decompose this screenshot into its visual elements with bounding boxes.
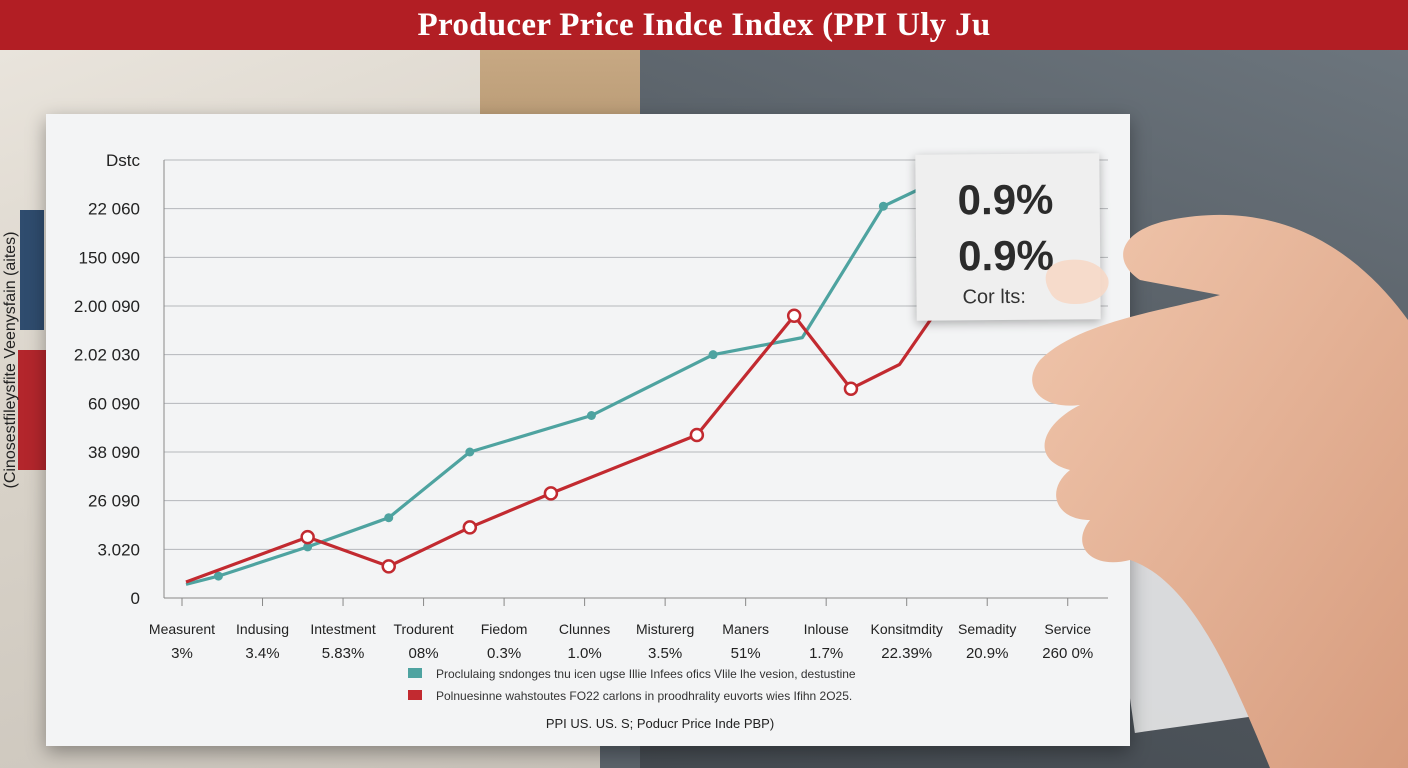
side-axis-label: (Cinosestfileysfite Veenysfain (aites): [2, 231, 19, 489]
series-line-2: [185, 234, 991, 584]
series-point-red: [462, 520, 478, 535]
y-tick-label: 60 090: [88, 394, 140, 413]
source-note: PPI US. US. S; Poducr Price Inde PBP): [546, 716, 774, 731]
x-category-value: 22.39%: [881, 645, 932, 662]
legend-swatch: [408, 690, 422, 700]
y-tick-label: Dstc: [106, 151, 141, 170]
x-category-value: 20.9%: [966, 645, 1009, 662]
y-tick-label: 26 090: [88, 492, 140, 511]
series-point-red: [381, 559, 396, 574]
x-category-label: Trodurent: [393, 621, 453, 637]
x-category-label: Indusing: [236, 621, 289, 637]
series-point-teal: [708, 350, 718, 360]
x-category-label: Semadity: [958, 621, 1016, 637]
x-category-label: Service: [1044, 621, 1091, 637]
x-category-label: Misturerg: [636, 621, 694, 637]
series-point-red: [786, 308, 802, 323]
x-category-label: Konsitmdity: [871, 621, 943, 637]
x-category-label: Fiedom: [481, 621, 528, 637]
x-category-value: 3.5%: [648, 645, 682, 662]
series-point-red: [689, 427, 705, 443]
x-category-value: 5.83%: [322, 645, 365, 662]
series-point-teal: [384, 513, 394, 523]
x-category-value: 1.0%: [568, 645, 602, 662]
hand-image: [1032, 214, 1408, 768]
series-point-teal: [465, 447, 475, 457]
page-title: Producer Price Indce Index (PPI Uly Ju: [417, 6, 991, 43]
y-tick-label: 2.02 030: [74, 346, 140, 365]
series-line-1: [185, 158, 982, 586]
y-tick-label: 22 060: [88, 200, 140, 219]
y-tick-label: 38 090: [88, 443, 140, 462]
y-tick-label: 150 090: [79, 248, 140, 267]
x-category-value: 08%: [409, 645, 439, 662]
x-category-label: Clunnes: [559, 621, 610, 637]
x-category-value: 51%: [731, 645, 761, 662]
x-category-label: Measurent: [149, 621, 215, 637]
series-point-teal: [878, 201, 888, 211]
background-blue-folder: [20, 210, 44, 330]
callout-subtitle: Cor lts:: [962, 285, 1026, 309]
series-point-red: [843, 381, 859, 396]
header-bar: Producer Price Indce Index (PPI Uly Ju: [0, 0, 1408, 50]
background-red-folder: [18, 350, 48, 470]
y-tick-label: 3.020: [97, 540, 140, 559]
series-point-red: [300, 529, 315, 545]
x-category-value: 3%: [171, 645, 193, 662]
line-chart: 0 3.020 26 090 38 090 60 090 2.02 030 2.00 090…: [74, 151, 1108, 731]
x-category-value: 3.4%: [245, 645, 279, 662]
y-tick-label: 0: [131, 589, 140, 608]
x-category-label: Intestment: [310, 621, 375, 637]
x-category-value: 0.3%: [487, 645, 521, 662]
x-category-label: Maners: [722, 621, 769, 637]
x-category-value: 260 0%: [1042, 645, 1093, 662]
series-point-teal: [303, 542, 313, 552]
x-category-value: 1.7%: [809, 645, 843, 662]
series-point-red: [543, 486, 559, 501]
legend-entry: Proclulaing sndonges tnu icen ugse Illie…: [436, 667, 856, 681]
legend-entry: Polnuesinne wahstoutes FO22 carlons in p…: [436, 689, 852, 703]
series-point-teal: [213, 571, 223, 581]
series-point-teal: [586, 411, 596, 420]
legend-swatch: [408, 668, 422, 678]
y-tick-label: 2.00 090: [74, 297, 140, 316]
x-category-label: Inlouse: [804, 621, 849, 637]
